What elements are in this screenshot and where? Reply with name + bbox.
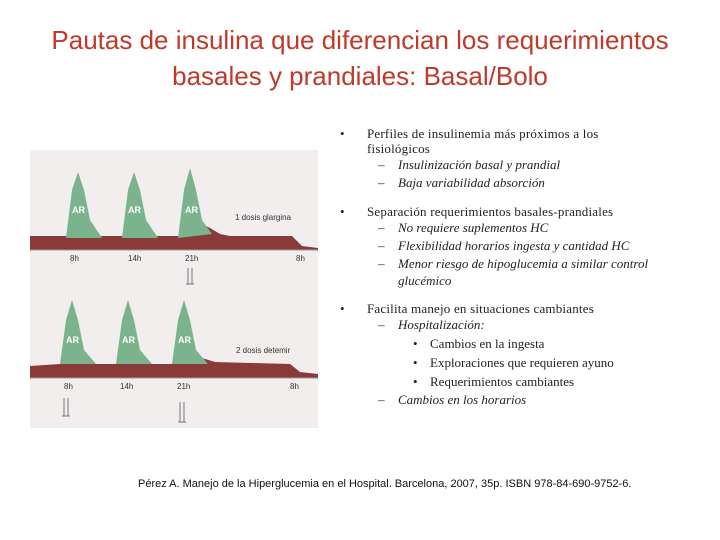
bullet-3-text: Facilita manejo en situaciones cambiante… xyxy=(367,301,594,316)
panel2-peak-3 xyxy=(172,300,208,364)
bullet-3-sub-1: – Hospitalización: xyxy=(378,317,485,332)
title-line-2: basales y prandiales: Basal/Bolo xyxy=(172,61,548,91)
panel1-injection-marker xyxy=(186,268,194,285)
panel1-tick-2: 14h xyxy=(128,254,142,263)
bullet-3-subsub-2: • Exploraciones que requieren ayuno xyxy=(413,355,614,370)
panel2-tick-4: 8h xyxy=(290,382,299,391)
bullet-dot: • xyxy=(340,204,345,219)
bullet-3-sub-2: – Cambios en los horarios xyxy=(378,392,527,407)
bullet-1-sub-2: – Baja variabilidad absorción xyxy=(378,175,545,190)
panel1-peak-3 xyxy=(178,168,212,238)
title-line-1: Pautas de insulina que diferencian los r… xyxy=(51,25,669,55)
bullet-dot: • xyxy=(340,126,345,141)
slide-title: Pautas de insulina que diferencian los r… xyxy=(10,22,710,94)
bullet-2-sub-1: – No requiere suplementos HC xyxy=(378,220,549,235)
insulin-profile-figure: AR AR AR 1 dosis glargina 8h 14h 21h 8h … xyxy=(30,150,318,428)
panel1-tick-1: 8h xyxy=(70,254,79,263)
reference-citation: Pérez A. Manejo de la Hiperglucemia en e… xyxy=(138,478,632,490)
bullet-3-subsub-3: • Requerimientos cambiantes xyxy=(413,374,575,389)
panel2-peak-label-2: AR xyxy=(122,335,135,345)
bullet-3-subsub-1: • Cambios en la ingesta xyxy=(413,336,545,351)
panel2-peak-2 xyxy=(116,300,152,364)
bullet-2-sub-3-cont: glucémico xyxy=(398,273,452,288)
panel1-peak-label-1: AR xyxy=(72,205,85,215)
bullet-1-line-2: fisiológicos xyxy=(367,141,431,156)
bullet-1-line-1: Perfiles de insulinemia más próximos a l… xyxy=(367,126,599,141)
panel2-dose-label: 2 dosis detemir xyxy=(236,346,291,355)
bullet-3: • Facilita manejo en situaciones cambian… xyxy=(340,301,710,316)
panel2-basal-band xyxy=(30,358,318,378)
panel2-tick-1: 8h xyxy=(64,382,73,391)
bullet-1: • Perfiles de insulinemia más próximos a… xyxy=(340,126,710,156)
insulin-profile-diagram xyxy=(30,168,318,423)
panel1-peak-label-2: AR xyxy=(128,205,141,215)
panel1-dose-label: 1 dosis glargina xyxy=(235,213,292,222)
panel2-injection-marker-2 xyxy=(178,402,186,423)
panel1-tick-4: 8h xyxy=(296,254,305,263)
panel2-injection-marker-1 xyxy=(62,398,70,417)
panel1-tick-3: 21h xyxy=(185,254,199,263)
bullet-dot: • xyxy=(340,301,345,316)
panel2-peak-label-3: AR xyxy=(178,335,191,345)
panel2-tick-2: 14h xyxy=(120,382,134,391)
bullet-2-sub-2: – Flexibilidad horarios ingesta y cantida… xyxy=(378,238,630,253)
panel2-peak-1 xyxy=(60,300,96,364)
panel2-peak-label-1: AR xyxy=(66,335,79,345)
panel2-tick-3: 21h xyxy=(177,382,191,391)
bullet-2: • Separación requerimientos basales-pran… xyxy=(340,204,710,219)
bullet-1-sub-1: – Insulinización basal y prandial xyxy=(378,157,561,172)
panel1-basal-band xyxy=(30,224,318,250)
bullet-2-text: Separación requerimientos basales-prandi… xyxy=(367,204,614,219)
panel1-peak-label-3: AR xyxy=(185,205,198,215)
bullet-2-sub-3: – Menor riesgo de hipoglucemia a similar … xyxy=(378,256,649,271)
panel1-peak-2 xyxy=(122,172,158,238)
bullet-list: • Perfiles de insulinemia más próximos a… xyxy=(340,126,710,409)
panel1-peak-1 xyxy=(66,172,102,238)
